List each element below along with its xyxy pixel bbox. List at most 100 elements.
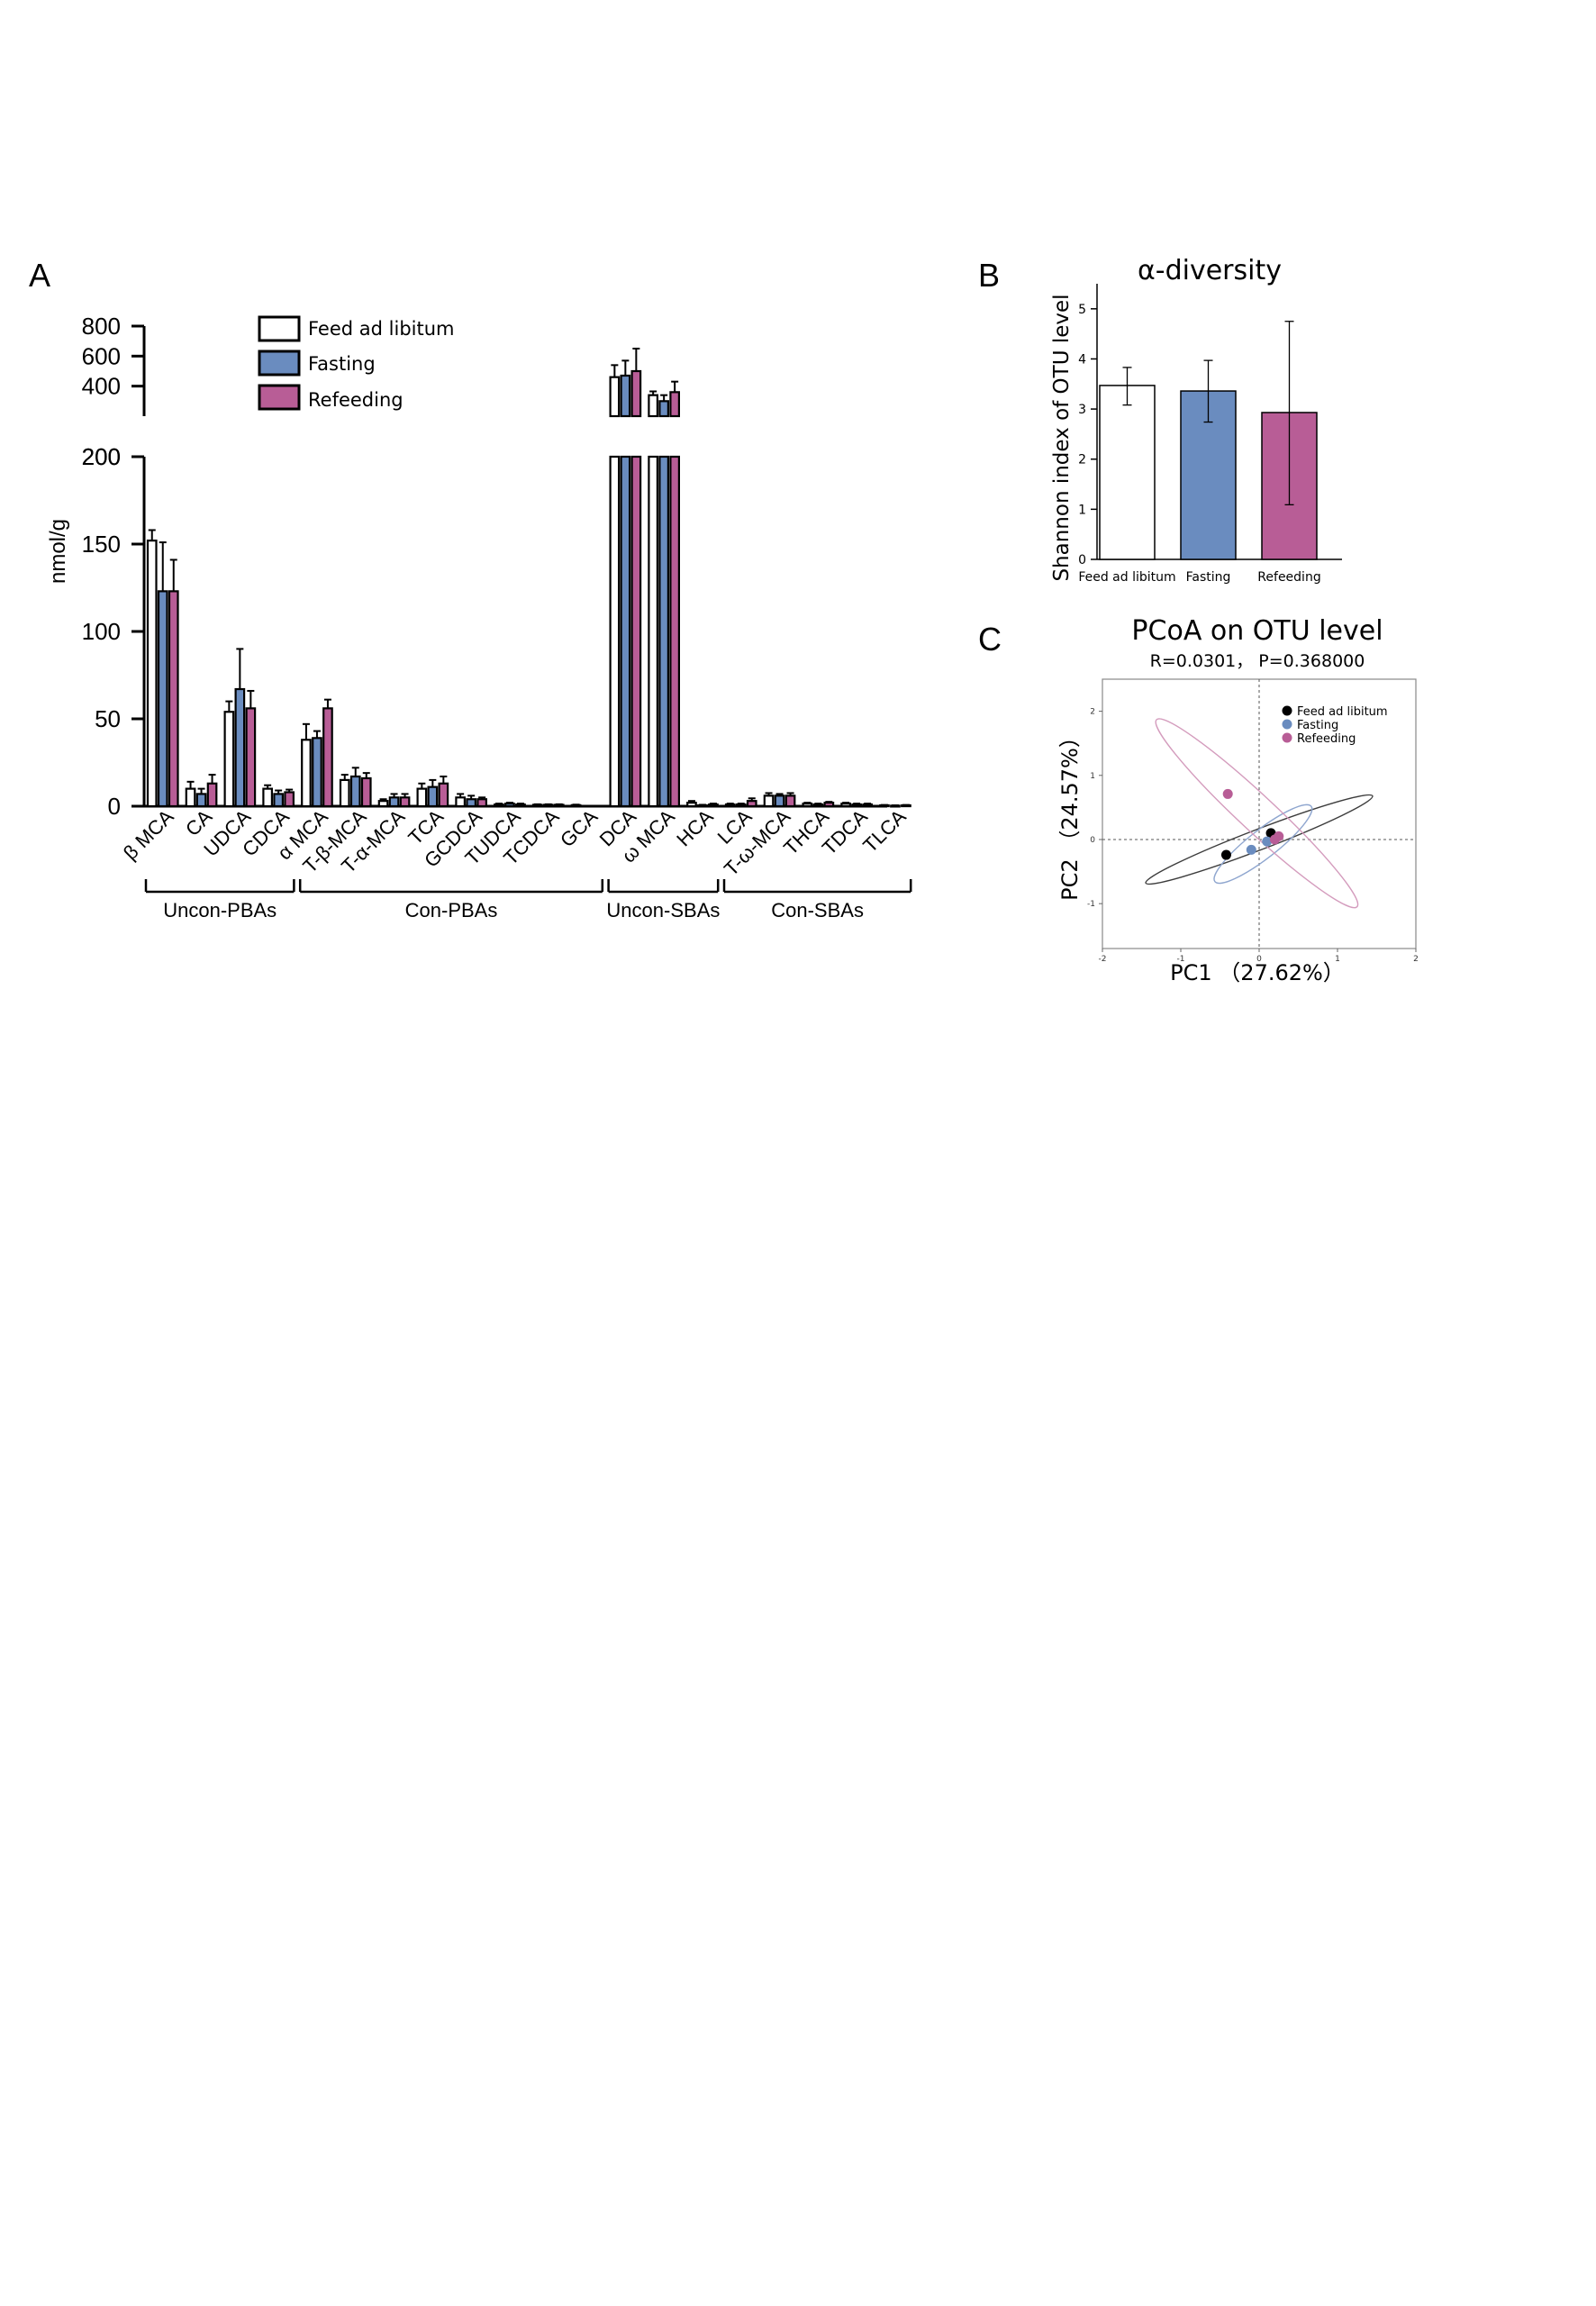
bar: [377, 800, 389, 808]
bar: [630, 369, 642, 418]
bar: [206, 782, 218, 808]
bar: [620, 374, 631, 418]
y-tick-label: 2: [1090, 708, 1095, 717]
y-tick-label: 5: [1078, 303, 1086, 317]
bar: [322, 707, 333, 808]
x-tick-label: TLCA: [858, 805, 911, 858]
y-tick-label: 400: [82, 373, 121, 400]
panel-a: A Feed ad libitum Fasting Refeeding nmol…: [29, 257, 912, 921]
bar: [360, 776, 372, 808]
panel-c-subtitle: R=0.0301， P=0.368000: [1150, 651, 1365, 671]
y-tick-label: 1: [1078, 503, 1086, 517]
x-tick-label: 0: [1256, 955, 1262, 964]
data-point: [1220, 849, 1231, 860]
legend-dot-fasting: [1282, 719, 1292, 730]
y-tick-label: 1: [1090, 772, 1095, 781]
bar: [686, 802, 697, 808]
bar: [427, 785, 439, 808]
bar: [774, 794, 785, 808]
panel-c-label: C: [978, 621, 1002, 658]
panel-c-y-axis-label: PC2 （24.57%）: [1057, 726, 1083, 901]
bar: [416, 787, 428, 808]
panel-b-bars: [1099, 321, 1318, 560]
bar: [262, 787, 273, 808]
bar: [735, 803, 747, 808]
bar: [658, 455, 670, 808]
bar: [185, 787, 196, 808]
y-tick-label: 2: [1078, 453, 1086, 468]
bar: [146, 540, 158, 808]
bar: [609, 455, 621, 808]
bar: [840, 802, 852, 808]
group-label: Uncon-PBAs: [163, 899, 277, 921]
bar: [234, 687, 246, 808]
bar: [802, 802, 813, 808]
legend-label-refeeding: Refeeding: [308, 389, 404, 411]
y-tick-label: 3: [1078, 403, 1086, 417]
legend-swatch-fasting: [258, 350, 301, 377]
bar: [399, 796, 411, 808]
x-tick-label: Refeeding: [1257, 570, 1320, 585]
bar: [851, 803, 863, 808]
bar: [455, 796, 466, 808]
bar: [223, 711, 235, 808]
bar: [708, 803, 719, 808]
bar: [312, 737, 322, 808]
x-tick-label: 2: [1413, 955, 1419, 964]
bar: [1099, 385, 1156, 560]
x-tick-label: Feed ad libitum: [1078, 570, 1175, 585]
bar: [609, 376, 621, 418]
panel-c-points: [1220, 788, 1284, 860]
bar: [658, 400, 670, 418]
panel-c: C PCoA on OTU level R=0.0301， P=0.368000…: [978, 615, 1419, 985]
panel-b: B α-diversity Shannon index of OTU level…: [978, 255, 1342, 585]
bar: [157, 590, 168, 808]
y-tick-label: 150: [82, 531, 121, 558]
x-tick-label: -2: [1099, 955, 1107, 964]
legend-swatch-refeeding: [258, 384, 301, 411]
legend-label-feed: Feed ad libitum: [308, 318, 454, 340]
legend-swatch-feed: [258, 315, 301, 342]
y-tick-label: 0: [108, 793, 121, 820]
bar: [245, 707, 257, 808]
bar: [823, 802, 835, 808]
panel-c-ellipses: [1145, 718, 1374, 909]
bar: [168, 590, 179, 808]
bar: [438, 782, 449, 808]
panel-c-zero-lines: [1102, 679, 1416, 949]
y-tick-label: 0: [1078, 553, 1086, 567]
panel-c-legend-feed: Feed ad libitum: [1297, 705, 1388, 719]
panel-c-legend-fasting: Fasting: [1297, 719, 1338, 732]
bar: [476, 798, 488, 808]
panel-a-label: A: [29, 257, 50, 294]
bar: [648, 455, 659, 808]
panel-b-label: B: [978, 257, 1000, 294]
bar: [273, 793, 284, 808]
bar: [862, 803, 874, 808]
bar: [284, 791, 295, 808]
y-tick-label: 100: [82, 618, 121, 645]
bar: [630, 455, 642, 808]
panel-c-legend: Feed ad libitum Fasting Refeeding: [1282, 705, 1388, 746]
confidence-ellipse: [1155, 718, 1359, 909]
bar: [494, 803, 504, 808]
x-tick-label: -1: [1177, 955, 1185, 964]
bar: [812, 803, 824, 808]
x-tick-label: GCA: [556, 805, 603, 852]
confidence-ellipse: [1213, 803, 1313, 885]
bar: [784, 794, 796, 808]
panel-b-y-ticks: 0 1 2 3 4 5: [1078, 303, 1097, 567]
data-point: [1262, 836, 1273, 847]
bar: [349, 775, 361, 808]
y-tick-label: 4: [1078, 352, 1086, 367]
bar: [195, 793, 207, 808]
y-tick-label: 200: [82, 443, 121, 470]
y-tick-label: 200: [82, 443, 121, 470]
bar: [669, 455, 681, 808]
bar: [620, 455, 631, 808]
data-point: [1274, 831, 1284, 841]
panel-b-title: α-diversity: [1138, 255, 1282, 286]
panel-b-y-axis-label: Shannon index of OTU level: [1050, 294, 1074, 581]
